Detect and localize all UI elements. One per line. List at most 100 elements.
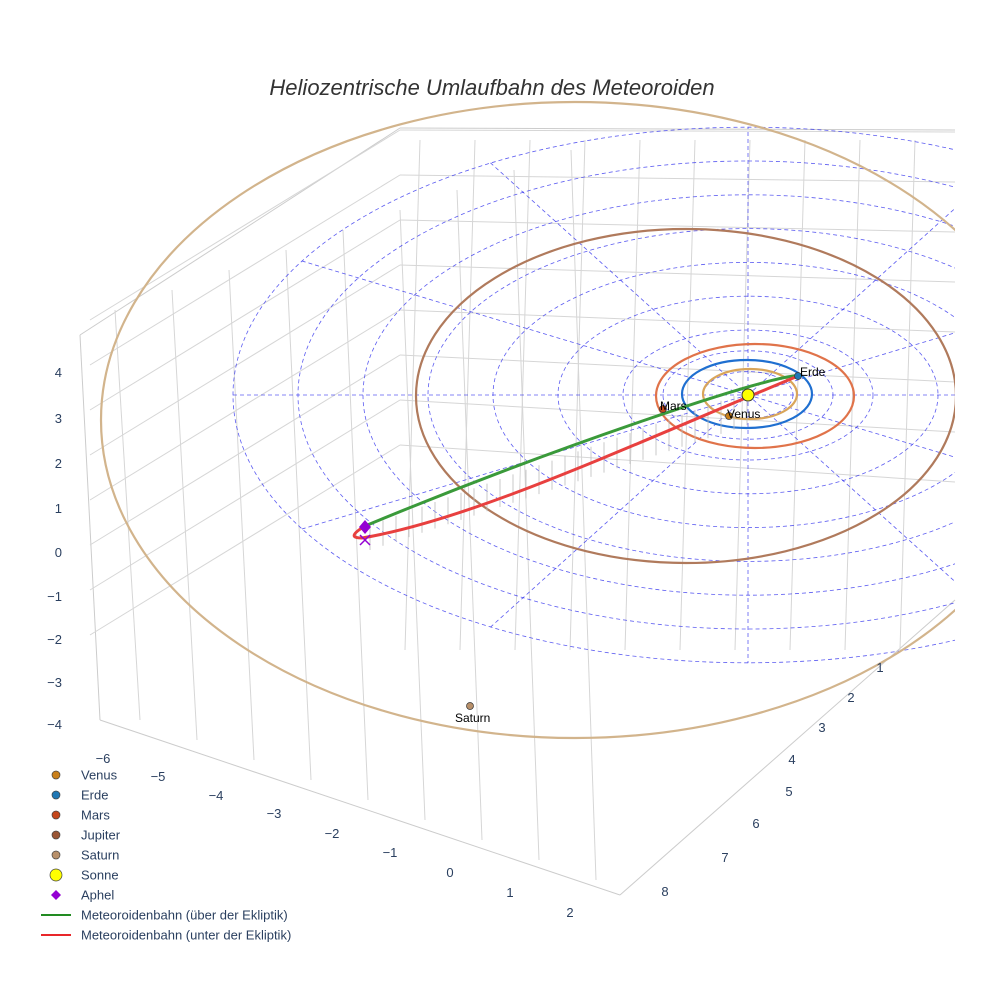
venus-marker	[725, 412, 733, 420]
z-tick	[84, 463, 94, 471]
polar-grid-spoke	[747, 207, 955, 396]
z-tick-label: −3	[47, 675, 62, 690]
y-tick	[821, 693, 833, 698]
grid-line	[679, 139, 696, 651]
mars-orbit	[654, 342, 856, 450]
y-tick	[726, 819, 738, 824]
x-tick	[528, 870, 537, 878]
x-tick	[408, 830, 417, 838]
z-tick-label: −2	[47, 632, 62, 647]
grid-line	[89, 399, 401, 591]
grid-line	[399, 444, 956, 483]
x-tick-label: −6	[96, 751, 111, 766]
y-tick-label: 8	[661, 884, 668, 899]
grid-line	[228, 269, 255, 761]
y-tick-label: 6	[752, 816, 759, 831]
legend-label: Mars	[81, 808, 110, 823]
box-edge	[399, 127, 956, 131]
x-tick	[588, 890, 597, 898]
legend-label: Jupiter	[81, 828, 121, 843]
box-edge	[79, 334, 101, 721]
z-tick	[84, 724, 94, 732]
grid-line	[399, 174, 956, 183]
z-tick	[84, 418, 94, 426]
mars-marker	[659, 405, 667, 413]
grid-line	[399, 129, 956, 133]
y-tick-label: 1	[876, 660, 883, 675]
z-tick	[84, 552, 94, 560]
sun-marker	[741, 388, 755, 402]
orbits	[100, 100, 955, 740]
grid-line	[399, 264, 956, 283]
grid-line	[342, 229, 369, 801]
legend-item-saturn[interactable]: Saturn	[51, 848, 119, 863]
axis-box-grid	[79, 127, 956, 896]
earth-marker	[794, 372, 802, 380]
y-tick-label: 7	[721, 850, 728, 865]
legend-label: Meteoroidenbahn (über der Ekliptik)	[81, 908, 288, 923]
polar-grid-spoke	[490, 394, 749, 628]
legend-item-erde[interactable]: Erde	[51, 788, 108, 803]
legend-symbol	[49, 868, 63, 882]
x-tick-label: −4	[209, 788, 224, 803]
x-tick	[468, 850, 477, 858]
x-tick-label: 2	[566, 905, 573, 920]
grid-line	[844, 139, 861, 651]
legend-item-venus[interactable]: Venus	[51, 768, 118, 783]
legend-symbol	[51, 850, 61, 860]
legend-label: Saturn	[81, 848, 119, 863]
grid-line	[89, 219, 401, 411]
y-tick	[762, 755, 774, 760]
aphel-projection-marker	[359, 534, 371, 546]
grid-line	[89, 264, 401, 456]
grid-line	[114, 309, 141, 721]
legend-label: Sonne	[81, 868, 119, 883]
y-tick-label: 2	[847, 690, 854, 705]
legend-item-meteoroidenbahn[interactable]: Meteoroidenbahn (über der Ekliptik)	[41, 908, 288, 923]
grid-line	[89, 129, 401, 321]
z-tick	[84, 639, 94, 647]
meteoroid-path-below	[352, 374, 799, 540]
legend-label: Aphel	[81, 888, 114, 903]
saturn-marker	[466, 702, 474, 710]
legend-symbol	[51, 790, 61, 800]
x-tick-label: −2	[325, 826, 340, 841]
x-tick	[176, 754, 185, 762]
y-tick-label: 5	[785, 784, 792, 799]
grid-line	[899, 139, 916, 651]
z-tick	[84, 372, 94, 380]
legend-item-sonne[interactable]: Sonne	[49, 868, 119, 883]
grid-line	[399, 354, 956, 383]
legend-item-aphel[interactable]: Aphel	[51, 888, 114, 903]
legend-item-jupiter[interactable]: Jupiter	[51, 828, 121, 843]
y-tick-label: 4	[788, 752, 795, 767]
grid-line	[171, 289, 198, 741]
grid-line	[285, 249, 312, 781]
y-tick	[695, 853, 707, 858]
legend[interactable]: Venus Erde Mars Jupiter Saturn Sonne Aphel Mete…	[41, 768, 291, 943]
grid-line	[404, 139, 421, 651]
legend-item-meteoroidenbahn[interactable]: Meteoroidenbahn (unter der Ekliptik)	[41, 928, 291, 943]
grid-line	[89, 174, 401, 366]
z-tick-label: 3	[55, 411, 62, 426]
box-edge	[99, 719, 621, 896]
saturn-orbit	[100, 100, 955, 740]
legend-item-mars[interactable]: Mars	[51, 808, 110, 823]
z-tick-label: −1	[47, 589, 62, 604]
grid-line	[570, 149, 597, 881]
x-tick-label: 0	[446, 865, 453, 880]
erde-label: Erde	[800, 365, 826, 379]
chart-title: Heliozentrische Umlaufbahn des Meteoroid…	[269, 75, 714, 100]
x-tick	[121, 736, 130, 744]
z-tick-label: 4	[55, 365, 62, 380]
x-tick-label: −3	[267, 806, 282, 821]
legend-label: Meteoroidenbahn (unter der Ekliptik)	[81, 928, 291, 943]
y-tick	[792, 723, 804, 728]
markers: Venus Erde Mars Saturn	[352, 365, 826, 725]
axis-ticks: 4 3 2 1 0 −1 −2 −3 −4 −6 −5 −4 −3 −2 −1 0 1 2 1 2 3 4 5 6 7 8	[47, 365, 883, 920]
meteoroid-path-above	[364, 374, 799, 528]
z-tick	[84, 596, 94, 604]
y-tick	[759, 787, 771, 792]
z-tick-label: 1	[55, 501, 62, 516]
